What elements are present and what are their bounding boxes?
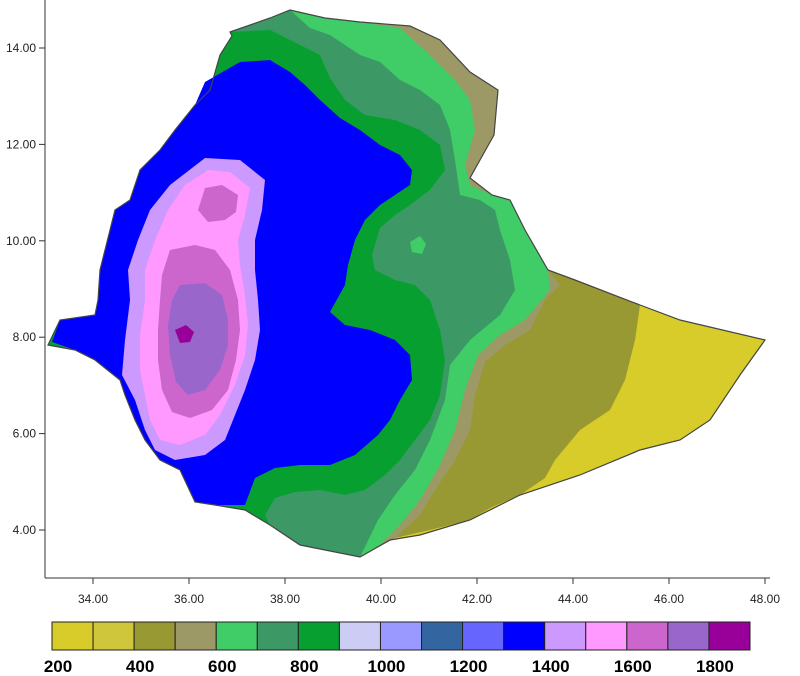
legend-label: 1200: [450, 657, 488, 676]
map-regions: [48, 10, 765, 557]
legend-label: 800: [290, 657, 318, 676]
x-tick-label: 42.00: [462, 592, 492, 606]
legend-labels: 200 400 600 800 1000 1200 1400 1600 1800: [44, 657, 734, 676]
x-tick-label: 44.00: [558, 592, 588, 606]
legend-swatch: [215, 621, 258, 651]
legend-swatch: [51, 621, 94, 651]
legend-swatch: [297, 621, 340, 651]
legend-swatch: [544, 621, 587, 651]
legend-swatch: [503, 621, 546, 651]
region-deep-purple: [175, 325, 194, 343]
y-tick-label: 10.00: [6, 234, 36, 248]
legend-label: 1000: [368, 657, 406, 676]
legend-label: 1800: [696, 657, 734, 676]
region-green-blob: [410, 236, 426, 254]
legend-label: 1400: [532, 657, 570, 676]
legend-swatch: [462, 621, 505, 651]
legend-swatch: [92, 621, 135, 651]
country-outline: [47, 9, 767, 558]
legend-swatch: [421, 621, 464, 651]
y-tick-label: 14.00: [6, 41, 36, 55]
x-tick-label: 34.00: [78, 592, 108, 606]
legend-swatch: [626, 621, 669, 651]
x-axis-ticks: 34.00 36.00 38.00 40.00 42.00 44.00 46.00 48.00: [78, 578, 780, 606]
region-purple: [168, 283, 228, 395]
legend-label: 1600: [614, 657, 652, 676]
y-tick-label: 4.00: [13, 523, 37, 537]
x-tick-label: 48.00: [750, 592, 780, 606]
legend-label: 400: [126, 657, 154, 676]
legend-swatch: [174, 621, 217, 651]
legend-swatch: [133, 621, 176, 651]
x-tick-label: 46.00: [654, 592, 684, 606]
legend-label: 600: [208, 657, 236, 676]
x-tick-label: 40.00: [366, 592, 396, 606]
legend-label: 200: [44, 657, 72, 676]
legend-swatch: [256, 621, 299, 651]
legend-swatch: [379, 621, 423, 651]
region-magenta-north: [198, 185, 238, 222]
y-tick-label: 12.00: [6, 137, 36, 151]
legend-swatch: [338, 621, 381, 651]
legend-swatch: [585, 621, 628, 651]
y-axis-ticks: 14.00 12.00 10.00 8.00 6.00 4.00: [6, 41, 45, 537]
legend-swatches: [51, 621, 751, 651]
x-tick-label: 38.00: [270, 592, 300, 606]
x-tick-label: 36.00: [174, 592, 204, 606]
y-tick-label: 8.00: [13, 330, 37, 344]
legend-swatch: [708, 621, 751, 651]
y-tick-label: 6.00: [13, 427, 37, 441]
legend-swatch: [667, 621, 710, 651]
